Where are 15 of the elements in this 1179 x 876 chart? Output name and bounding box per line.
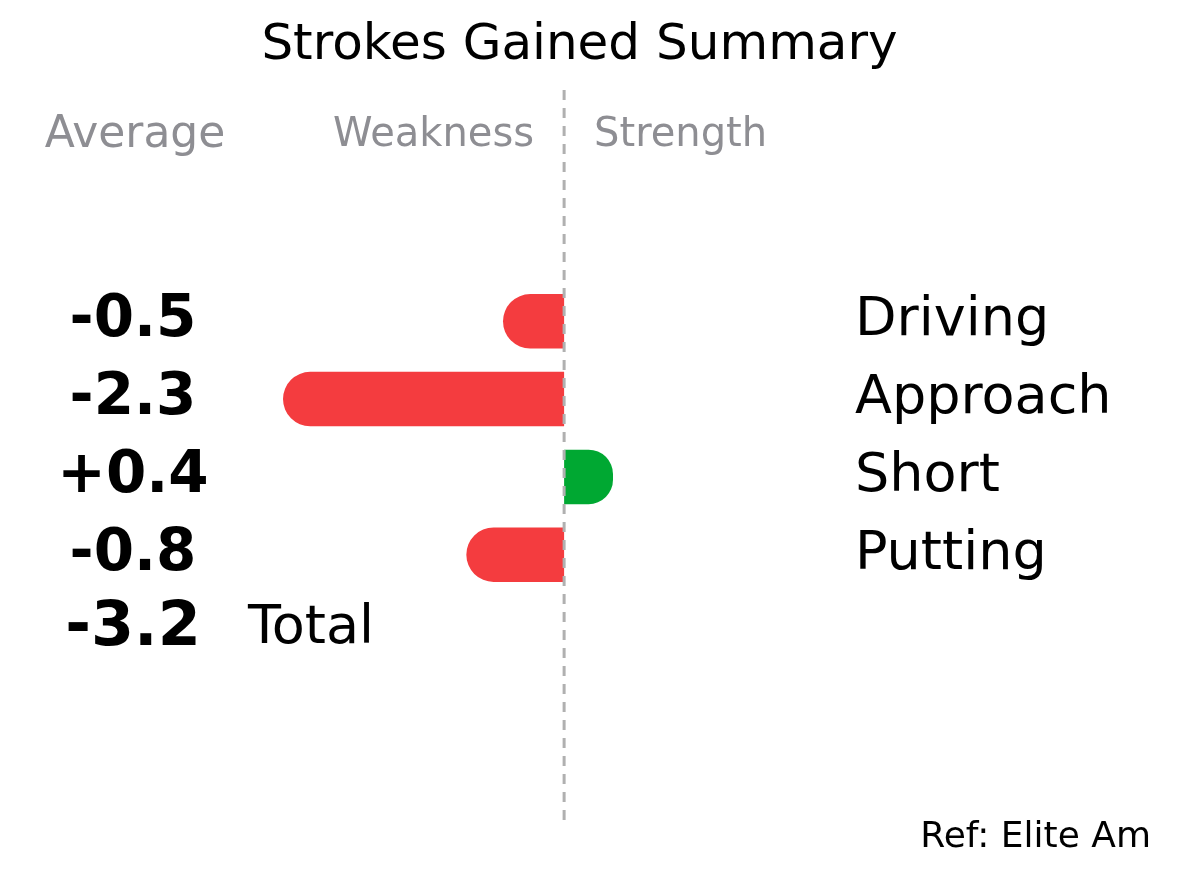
text: Average xyxy=(44,106,226,158)
chart-title: Strokes Gained Summary xyxy=(261,12,898,71)
y-tick-label: Driving xyxy=(855,285,1050,349)
y-tick-label: Approach xyxy=(855,363,1112,427)
y-tick-label: Putting xyxy=(855,518,1047,582)
text: Weakness xyxy=(332,109,535,156)
data-label: -2.3 xyxy=(69,360,197,429)
text: Strength xyxy=(594,109,768,156)
data-label: +0.4 xyxy=(57,437,209,506)
text: -3.2 xyxy=(65,586,201,660)
y-tick-label: Short xyxy=(855,440,1000,504)
text: Total xyxy=(247,592,375,656)
text: Ref: Elite Am xyxy=(920,814,1151,856)
data-label: -0.8 xyxy=(69,515,197,584)
data-label: -0.5 xyxy=(69,282,197,351)
